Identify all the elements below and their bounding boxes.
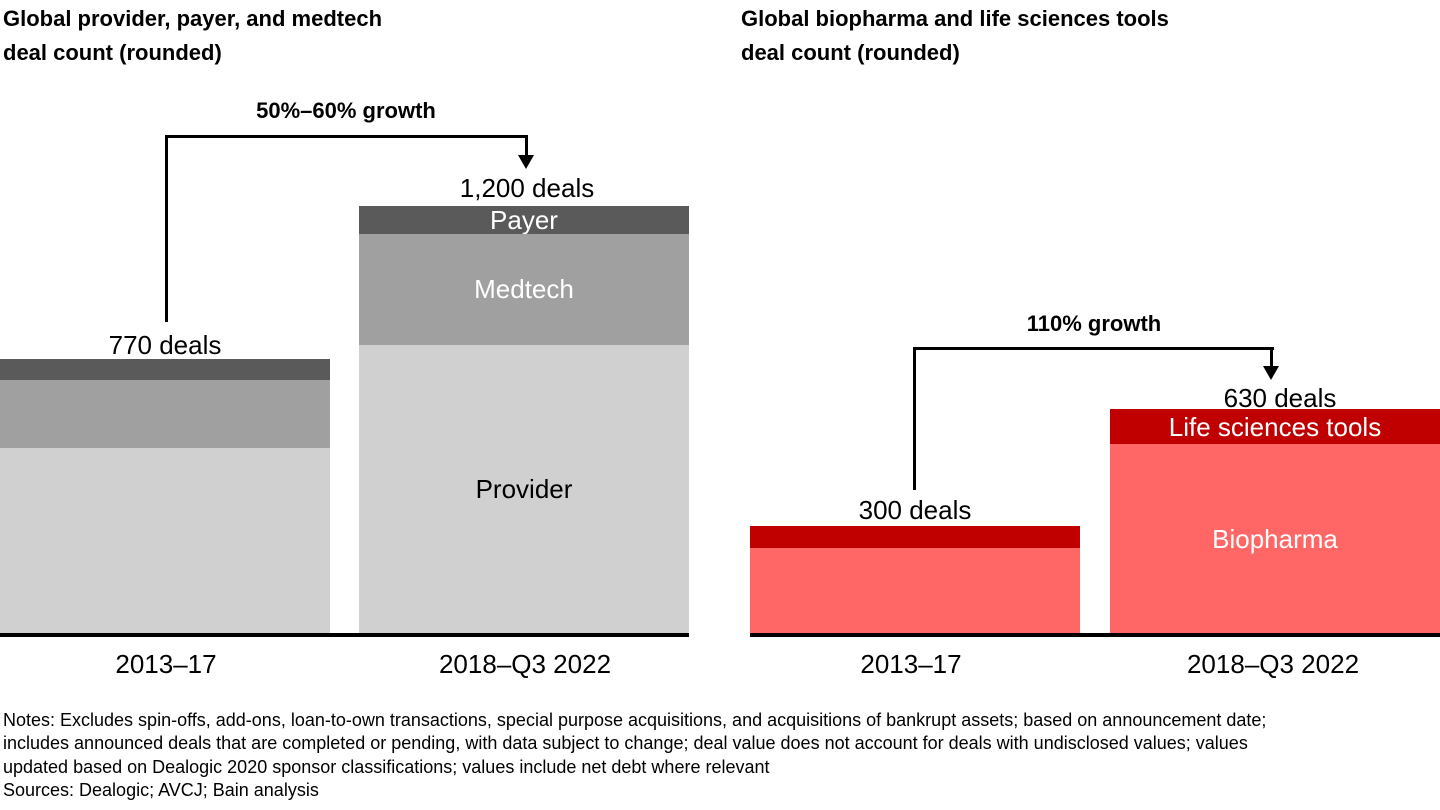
notes-line-2: includes announced deals that are comple… bbox=[3, 733, 1248, 754]
right-chart-title: Global biopharma and life sciences tools… bbox=[741, 6, 1169, 65]
left-growth-label: 50%–60% growth bbox=[256, 98, 436, 123]
segment-label-medtech: Medtech bbox=[474, 274, 574, 305]
left-bracket-horizontal-line bbox=[165, 135, 528, 138]
footnotes: Notes: Excludes spin-offs, add-ons, loan… bbox=[3, 709, 1266, 803]
notes-line-3: updated based on Dealogic 2020 sponsor c… bbox=[3, 756, 770, 777]
segment-label-payer: Payer bbox=[490, 205, 558, 236]
left-xlabel-2013-17: 2013–17 bbox=[115, 649, 217, 679]
segment-provider bbox=[0, 447, 330, 633]
segment-biopharma: Biopharma bbox=[1110, 444, 1440, 633]
left-bracket-vertical-line bbox=[165, 135, 168, 322]
left-growth-arrow-down-icon bbox=[518, 155, 534, 169]
segment-label-life-sciences-tools: Life sciences tools bbox=[1168, 411, 1382, 442]
right-xlabel-2013-17: 2013–17 bbox=[860, 649, 962, 679]
segment-medtech: Medtech bbox=[359, 234, 689, 345]
right-x-axis-line bbox=[750, 633, 1440, 637]
segment-life-sciences-tools bbox=[750, 526, 1080, 548]
sources-line: Sources: Dealogic; AVCJ; Bain analysis bbox=[3, 780, 319, 801]
left-chart-title: Global provider, payer, and medtech deal… bbox=[3, 6, 383, 65]
stacked-bar-2013–17 bbox=[750, 526, 1080, 633]
left-growth-arrow-shaft bbox=[525, 135, 528, 156]
segment-life-sciences-tools: Life sciences tools bbox=[1110, 408, 1440, 445]
segment-provider: Provider bbox=[359, 344, 689, 633]
segment-label-provider: Provider bbox=[475, 473, 573, 504]
notes-line-1: Notes: Excludes spin-offs, add-ons, loan… bbox=[3, 710, 1267, 730]
right-bar2-total-label: 630 deals bbox=[1223, 383, 1337, 413]
right-growth-arrow-down-icon bbox=[1263, 366, 1279, 380]
stacked-bar-2018–Q3 2022: Payer Medtech Provider bbox=[359, 205, 689, 633]
left-x-axis-line bbox=[0, 633, 689, 637]
right-growth-arrow-shaft bbox=[1270, 347, 1273, 367]
segment-label-biopharma: Biopharma bbox=[1212, 523, 1338, 554]
right-bracket-horizontal-line bbox=[913, 347, 1274, 350]
right-bracket-vertical-line bbox=[913, 347, 916, 490]
right-growth-label: 110% growth bbox=[1026, 311, 1162, 336]
right-bar1-total-label: 300 deals bbox=[858, 495, 972, 525]
segment-payer bbox=[0, 358, 330, 381]
left-bar1-total-label: 770 deals bbox=[108, 330, 222, 360]
stacked-bar-2018–Q3 2022: Life sciences tools Biopharma bbox=[1110, 408, 1440, 633]
stacked-bar-2013–17 bbox=[0, 358, 330, 633]
segment-payer: Payer bbox=[359, 205, 689, 236]
left-bar2-total-label: 1,200 deals bbox=[459, 173, 595, 203]
right-xlabel-2018-q3-2022: 2018–Q3 2022 bbox=[1186, 649, 1360, 679]
segment-biopharma bbox=[750, 547, 1080, 633]
left-xlabel-2018-q3-2022: 2018–Q3 2022 bbox=[438, 649, 612, 679]
segment-medtech bbox=[0, 380, 330, 448]
